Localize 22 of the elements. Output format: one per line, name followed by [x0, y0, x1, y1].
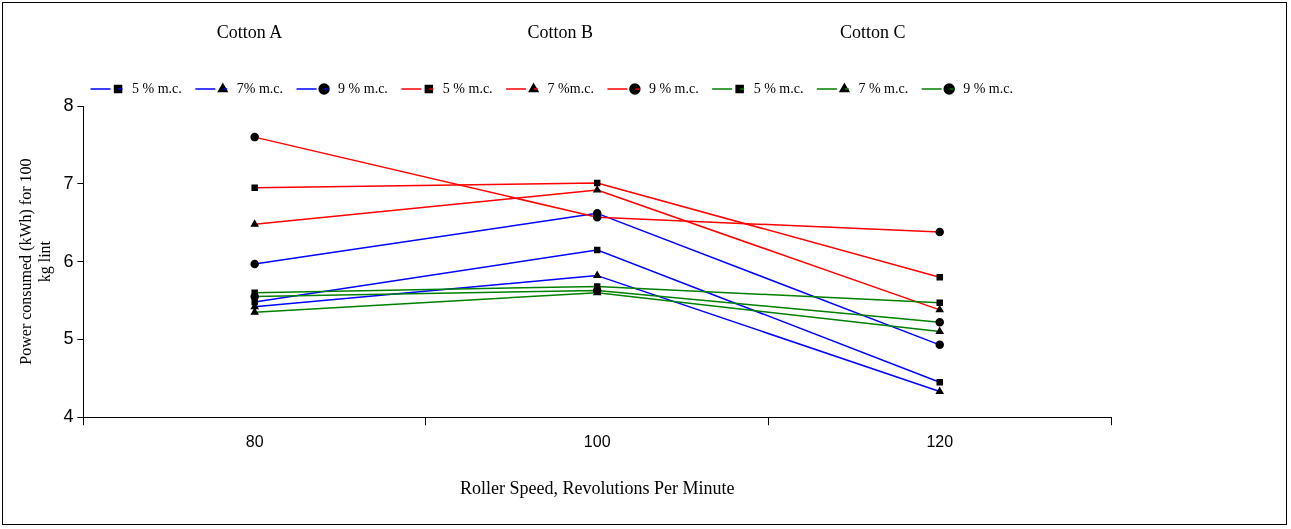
text: Cotton B: [527, 21, 594, 42]
y-tick-label: 4: [63, 406, 74, 427]
y-tick-label: 5: [63, 328, 74, 349]
legend-label: 9 % m.c.: [338, 80, 388, 96]
legend-label: 5 % m.c.: [442, 80, 493, 96]
y-tick-label: 6: [63, 250, 74, 271]
legend-label: 5 % m.c.: [132, 80, 182, 96]
y-axis-title: Power consumed (kWh) for 100 kg lint: [16, 158, 54, 365]
y-tick-label: 7: [63, 172, 74, 193]
text: Cotton C: [840, 21, 906, 42]
legend-label: 7 %m.c.: [547, 80, 594, 96]
x-tick-label: 120: [926, 433, 954, 451]
x-axis-title: Roller Speed, Revolutions Per Minute: [459, 477, 735, 498]
legend-label: 7 % m.c.: [858, 80, 909, 96]
legend-label: 9 % m.c.: [648, 80, 699, 96]
legend-label: 5 % m.c.: [753, 80, 804, 96]
text: Cotton A: [216, 21, 283, 42]
x-tick-label: 100: [583, 433, 611, 451]
x-tick-label: 80: [245, 433, 264, 451]
legend-label: 7% m.c.: [236, 80, 284, 96]
y-tick-label: 8: [63, 94, 74, 115]
legend-label: 9 % m.c.: [963, 80, 1013, 96]
